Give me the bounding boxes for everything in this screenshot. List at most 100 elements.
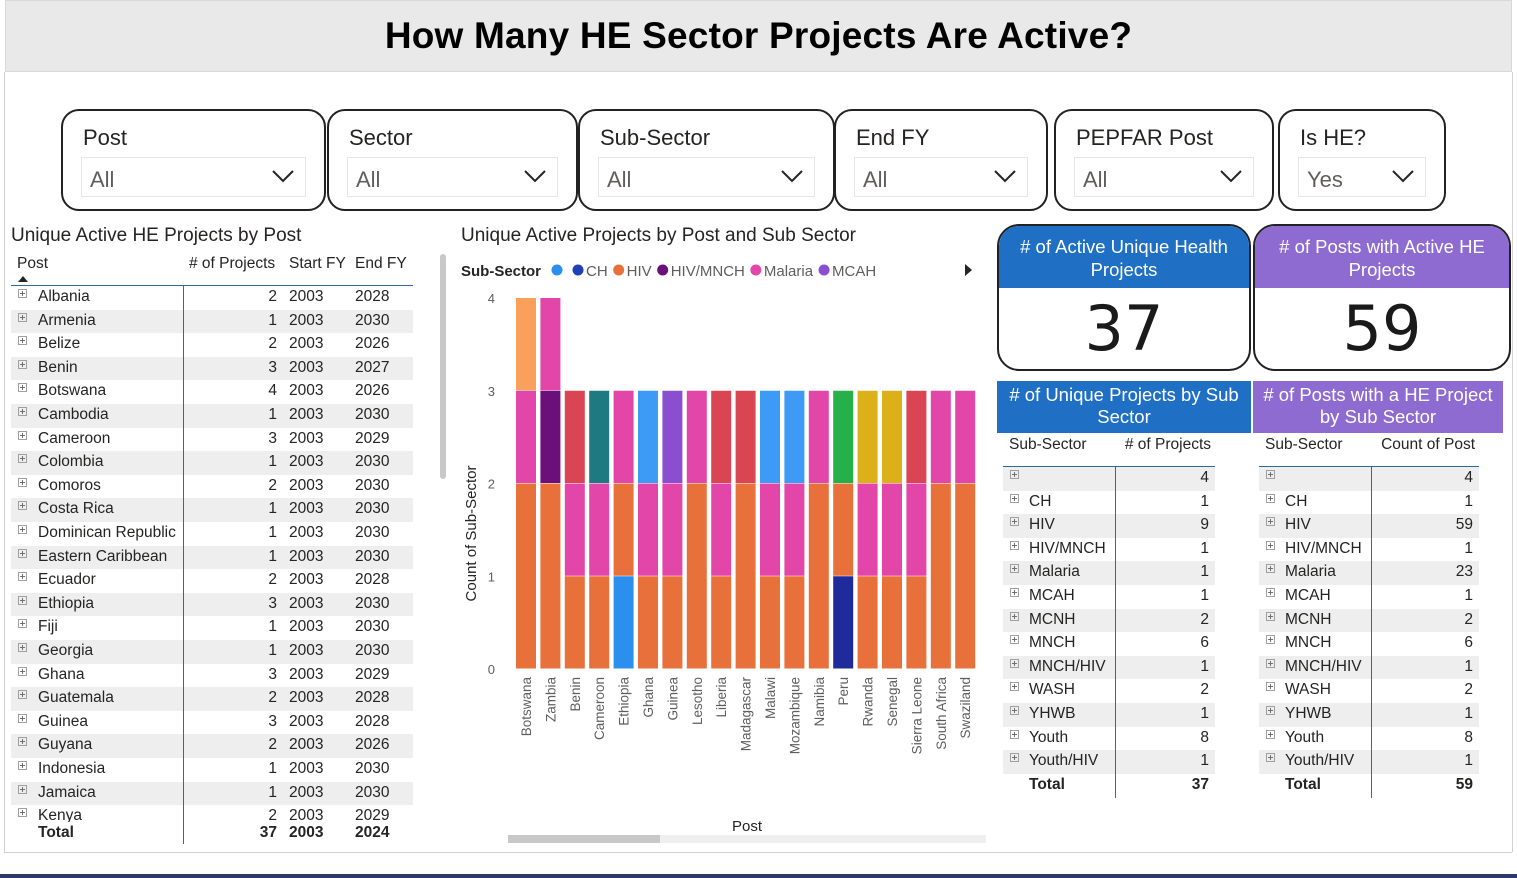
expand-icon[interactable]: [1266, 635, 1275, 645]
table-row[interactable]: WASH 2: [1003, 679, 1215, 703]
table-row[interactable]: Cameroon 3 2003 2029: [11, 428, 413, 452]
table-row[interactable]: WASH 2: [1259, 679, 1479, 703]
expand-icon[interactable]: [18, 643, 27, 652]
column-header-end-fy[interactable]: End FY: [355, 255, 407, 272]
table-row[interactable]: HIV 9: [1003, 514, 1215, 538]
table-row[interactable]: MNCH 6: [1259, 632, 1479, 656]
table-row[interactable]: YHWB 1: [1259, 703, 1479, 727]
expand-icon[interactable]: [1266, 611, 1275, 621]
table-row[interactable]: Georgia 1 2003 2030: [11, 640, 413, 664]
expand-icon[interactable]: [18, 407, 27, 416]
table-row[interactable]: MCNH 2: [1259, 608, 1479, 633]
column-header-projects[interactable]: # of Projects: [189, 255, 276, 272]
table-row[interactable]: 4: [1259, 467, 1479, 491]
table-row[interactable]: Eastern Caribbean 1 2003 2030: [11, 545, 413, 570]
table-row[interactable]: Ecuador 2 2003 2028: [11, 569, 413, 593]
table-row[interactable]: HIV 59: [1259, 514, 1479, 538]
subsector-projects-table[interactable]: Sub-Sector # of Projects 4 CH 1 HIV 9 HIV/MNCH 1…: [1003, 433, 1215, 798]
column-header-start-fy[interactable]: Start FY: [289, 255, 346, 272]
table-row[interactable]: Colombia 1 2003 2030: [11, 451, 413, 475]
expand-icon[interactable]: [18, 784, 27, 794]
column-header-subsector[interactable]: Sub-Sector: [1009, 436, 1087, 453]
table-row[interactable]: CH 1: [1259, 491, 1479, 515]
expand-icon[interactable]: [18, 359, 27, 369]
expand-icon[interactable]: [18, 690, 27, 700]
slicer-dropdown[interactable]: All: [598, 157, 815, 197]
table-row[interactable]: Guinea 3 2003 2028: [11, 711, 413, 735]
table-row[interactable]: HIV/MNCH 1: [1259, 538, 1479, 562]
table-row[interactable]: Ghana 3 2003 2029: [11, 664, 413, 688]
expand-icon[interactable]: [1266, 564, 1275, 574]
table-row[interactable]: Malaria 23: [1259, 561, 1479, 585]
expand-icon[interactable]: [1266, 470, 1275, 479]
expand-icon[interactable]: [18, 713, 27, 723]
expand-icon[interactable]: [1010, 588, 1019, 597]
expand-icon[interactable]: [18, 761, 27, 770]
expand-icon[interactable]: [18, 454, 27, 464]
slicer-dropdown[interactable]: All: [347, 157, 558, 197]
table-row[interactable]: MNCH/HIV 1: [1003, 655, 1215, 680]
expand-icon[interactable]: [1266, 517, 1275, 527]
column-header-subsector[interactable]: Sub-Sector: [1265, 436, 1343, 453]
expand-icon[interactable]: [18, 572, 27, 582]
stacked-bar-chart[interactable]: Sub-Sector CH HIV HIV/MNCH Malaria MCAH 0 1 2 3 4 C…: [455, 250, 990, 850]
table-row[interactable]: MCNH 2: [1003, 608, 1215, 633]
expand-icon[interactable]: [1010, 540, 1019, 550]
expand-icon[interactable]: [1010, 470, 1019, 479]
expand-icon[interactable]: [18, 595, 27, 605]
column-header-count[interactable]: # of Projects: [1124, 436, 1211, 453]
slicer-dropdown[interactable]: All: [854, 157, 1028, 197]
table-row[interactable]: Guyana 2 2003 2026: [11, 734, 413, 758]
table-row[interactable]: CH 1: [1003, 491, 1215, 515]
expand-icon[interactable]: [1010, 706, 1019, 715]
post-table-scrollbar[interactable]: [440, 254, 446, 479]
table-row[interactable]: Malaria 1: [1003, 561, 1215, 585]
chart-scrollbar-track[interactable]: [508, 835, 986, 843]
table-row[interactable]: Comoros 2 2003 2030: [11, 475, 413, 499]
expand-icon[interactable]: [18, 548, 27, 558]
expand-icon[interactable]: [1266, 493, 1275, 503]
expand-icon[interactable]: [1266, 729, 1275, 739]
table-row[interactable]: Benin 3 2003 2027: [11, 356, 413, 381]
expand-icon[interactable]: [18, 501, 27, 511]
expand-icon[interactable]: [1266, 753, 1275, 763]
post-table[interactable]: Post # of Projects Start FY End FY Alban…: [11, 252, 413, 844]
column-header-count[interactable]: Count of Post: [1381, 436, 1475, 453]
table-row[interactable]: Albania 2 2003 2028: [11, 286, 413, 310]
expand-icon[interactable]: [1266, 540, 1275, 550]
table-row[interactable]: Fiji 1 2003 2030: [11, 616, 413, 640]
expand-icon[interactable]: [18, 312, 27, 322]
expand-icon[interactable]: [1266, 588, 1275, 597]
expand-icon[interactable]: [18, 430, 27, 440]
table-row[interactable]: Indonesia 1 2003 2030: [11, 758, 413, 782]
table-row[interactable]: Youth 8: [1259, 727, 1479, 751]
slicer-dropdown[interactable]: Yes: [1298, 157, 1426, 197]
expand-icon[interactable]: [18, 666, 27, 676]
table-row[interactable]: 4: [1003, 467, 1215, 491]
table-row[interactable]: Belize 2 2003 2026: [11, 333, 413, 357]
expand-icon[interactable]: [1010, 611, 1019, 621]
expand-icon[interactable]: [18, 525, 27, 534]
table-row[interactable]: Jamaica 1 2003 2030: [11, 781, 413, 806]
legend-next-icon[interactable]: [965, 264, 972, 276]
table-row[interactable]: Armenia 1 2003 2030: [11, 309, 413, 334]
column-header-post[interactable]: Post: [17, 255, 49, 272]
expand-icon[interactable]: [1266, 706, 1275, 715]
subsector-posts-table[interactable]: Sub-Sector Count of Post 4 CH 1 HIV 59 HIV/MNCH…: [1259, 433, 1479, 798]
expand-icon[interactable]: [18, 289, 27, 298]
table-row[interactable]: MNCH 6: [1003, 632, 1215, 656]
slicer-dropdown[interactable]: All: [81, 157, 306, 197]
expand-icon[interactable]: [18, 737, 27, 747]
table-row[interactable]: Youth 8: [1003, 727, 1215, 751]
table-row[interactable]: Youth/HIV 1: [1259, 750, 1479, 774]
expand-icon[interactable]: [1266, 682, 1275, 692]
table-row[interactable]: YHWB 1: [1003, 703, 1215, 727]
expand-icon[interactable]: [18, 477, 27, 487]
expand-icon[interactable]: [1010, 635, 1019, 645]
table-row[interactable]: Youth/HIV 1: [1003, 750, 1215, 774]
table-row[interactable]: MCAH 1: [1003, 585, 1215, 609]
expand-icon[interactable]: [18, 383, 27, 393]
expand-icon[interactable]: [1010, 658, 1019, 668]
expand-icon[interactable]: [1010, 493, 1019, 503]
expand-icon[interactable]: [1010, 753, 1019, 763]
